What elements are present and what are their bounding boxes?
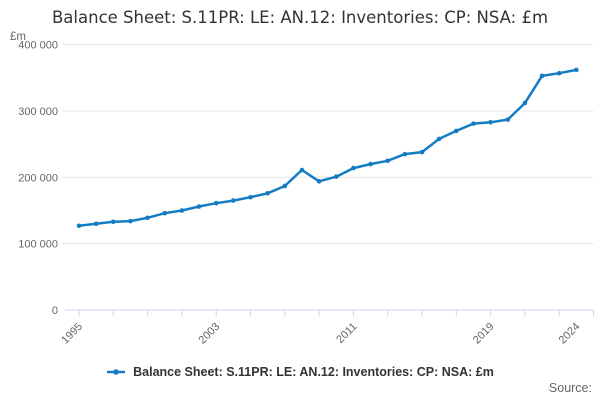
y-axis-tick-label: 0 <box>52 305 58 317</box>
data-point-2017[interactable] <box>454 128 459 134</box>
data-point-2007[interactable] <box>282 183 288 189</box>
data-point-2006[interactable] <box>265 190 270 196</box>
chart-title: Balance Sheet: S.11PR: LE: AN.12: Invent… <box>51 8 549 27</box>
legend-series-label: Balance Sheet: S.11PR: LE: AN.12: Invent… <box>133 365 494 379</box>
data-point-2010[interactable] <box>333 174 339 179</box>
data-point-2023[interactable] <box>556 70 562 76</box>
data-point-2020[interactable] <box>505 117 511 122</box>
data-point-2012[interactable] <box>368 161 373 167</box>
data-point-2022[interactable] <box>539 73 545 79</box>
data-point-2016[interactable] <box>436 136 442 142</box>
y-axis-tick-label: 100 000 <box>18 239 58 251</box>
source-attribution: Source: <box>548 381 592 395</box>
y-axis-tick-label: 200 000 <box>18 172 58 184</box>
x-axis-tick-label: 2003 <box>197 321 223 347</box>
y-axis-tick-label: 400 000 <box>18 40 58 52</box>
data-point-2009[interactable] <box>316 179 322 184</box>
legend-line-marker-icon <box>107 369 126 375</box>
data-point-2024[interactable] <box>574 67 579 73</box>
data-point-2008[interactable] <box>299 167 305 173</box>
data-point-1995[interactable] <box>76 223 82 229</box>
data-point-2001[interactable] <box>179 208 185 213</box>
line-chart-plot-area: 0 100 000 200 000 300 000 400 000£m 1995 2003 2… <box>10 31 594 347</box>
x-axis-tick-label: 2024 <box>557 321 583 347</box>
y-axis-tick-label: 300 000 <box>18 106 58 118</box>
chart-legend[interactable]: Balance Sheet: S.11PR: LE: AN.12: Invent… <box>0 363 600 381</box>
data-point-1996[interactable] <box>93 221 99 227</box>
data-point-2014[interactable] <box>402 151 408 157</box>
x-axis-tick-label: 2019 <box>471 321 497 347</box>
data-point-2018[interactable] <box>471 121 476 126</box>
data-point-2015[interactable] <box>419 149 425 155</box>
data-point-2002[interactable] <box>196 204 202 209</box>
data-point-2003[interactable] <box>213 200 219 206</box>
data-point-2004[interactable] <box>231 198 236 203</box>
data-series-line <box>77 68 578 228</box>
data-point-2000[interactable] <box>162 210 168 216</box>
data-point-2021[interactable] <box>522 100 528 106</box>
data-point-1997[interactable] <box>111 219 116 225</box>
x-axis-tick-label: 1995 <box>59 321 85 347</box>
data-point-2005[interactable] <box>248 194 253 200</box>
y-axis-unit-label: £m <box>10 31 26 43</box>
data-point-2013[interactable] <box>385 158 391 164</box>
x-axis-tick-label: 2011 <box>334 321 359 346</box>
data-point-2019[interactable] <box>488 119 493 125</box>
data-point-2011[interactable] <box>351 165 356 171</box>
data-point-1998[interactable] <box>128 218 133 224</box>
data-point-1999[interactable] <box>145 215 150 221</box>
